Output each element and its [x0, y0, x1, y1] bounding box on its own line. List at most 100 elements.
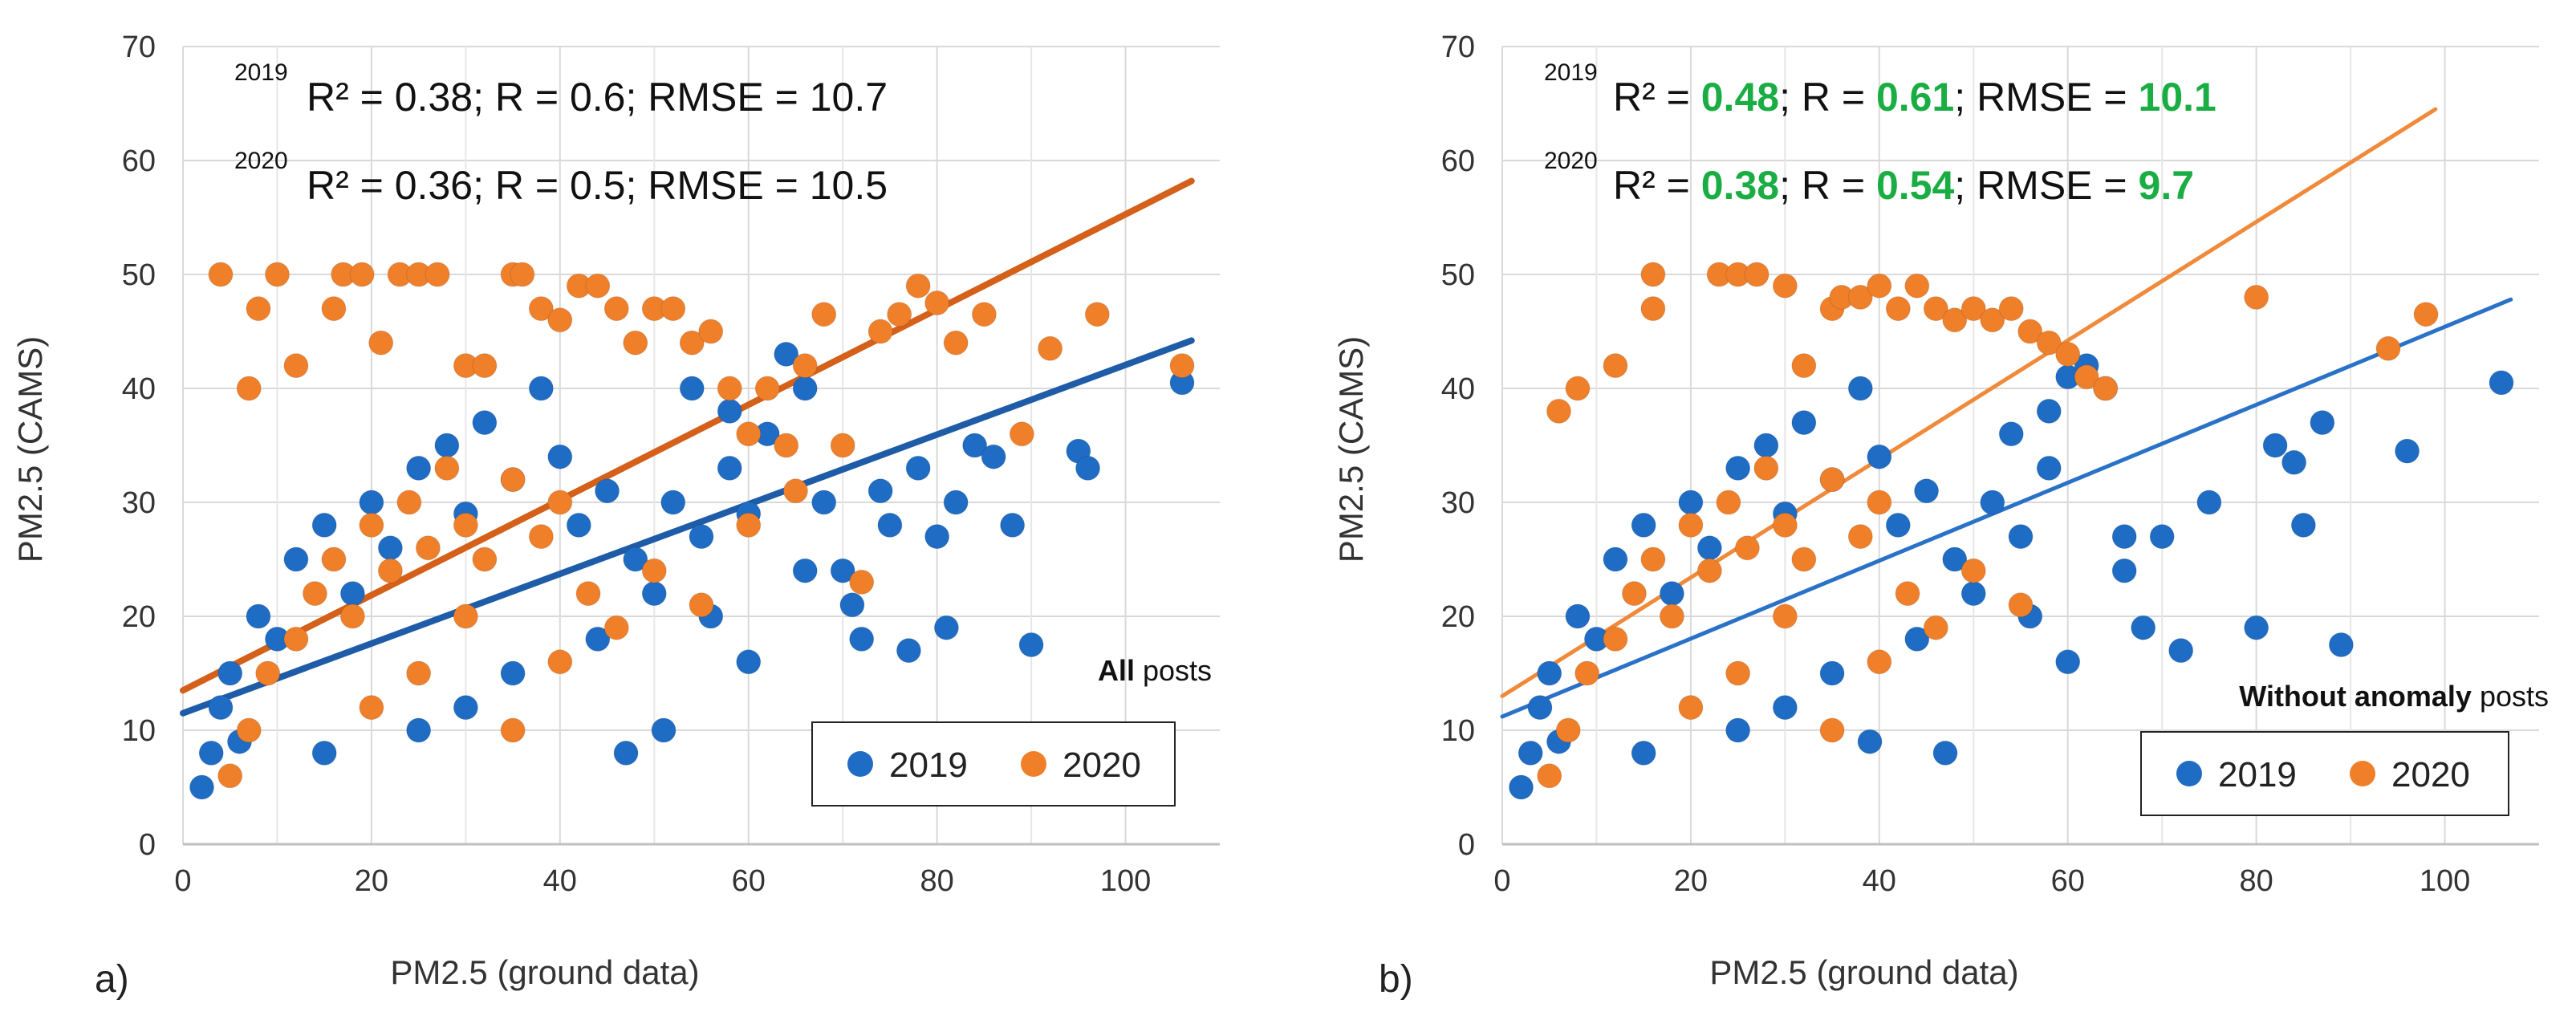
panel-b-point-2019	[2131, 615, 2156, 640]
panel-a-point-2020	[689, 592, 714, 618]
panel-a-point-2020	[339, 603, 365, 629]
panel-b-point-2019	[1725, 455, 1751, 481]
panel-a-point-2019	[660, 490, 686, 515]
panel-b-y-ticks: 0 10 20 30 40 50 60 70	[1441, 30, 1475, 862]
panel-b-point-2020	[1696, 558, 1722, 583]
panel-b-point-2020	[1678, 695, 1704, 721]
panel-a-point-2020	[660, 296, 686, 322]
panel-a-point-2019	[528, 376, 554, 401]
panel-b-point-2020	[2008, 592, 2034, 618]
panel-a-point-2019	[896, 638, 921, 664]
panel-b-point-2020	[1621, 581, 1647, 607]
panel-b-point-2019	[1980, 490, 2005, 515]
panel-b-point-2020	[1546, 398, 1571, 424]
panel-a-point-2019	[311, 512, 337, 538]
panel-a-point-2019	[623, 546, 648, 572]
panel-a-trendline-2019	[180, 337, 1195, 717]
panel-a-point-2020	[283, 353, 309, 379]
panel-b-point-2020	[1980, 307, 2005, 333]
panel-a-y-tick-label: 40	[122, 372, 156, 406]
panel-a-annotation: All posts	[1098, 654, 1212, 687]
panel-b-point-2020	[1885, 296, 1911, 322]
panel-b-point-2019	[2489, 370, 2514, 396]
panel-a-point-2019	[717, 398, 742, 424]
highlight-value: 0.48	[1701, 75, 1779, 120]
panel-a-point-2020	[217, 763, 243, 789]
panel-b-legend-2020-label: 2020	[2391, 755, 2470, 794]
panel-a-point-2020	[698, 319, 724, 344]
panel-a-point-2020	[943, 330, 969, 356]
panel-a-point-2020	[349, 262, 375, 287]
panel-a-point-2020	[500, 467, 526, 493]
panel-a-point-2019	[472, 410, 498, 436]
panel-a-point-2020	[528, 296, 554, 322]
panel-a-point-2020	[434, 455, 460, 481]
panel-b-x-tick-label: 60	[2051, 864, 2085, 898]
panel-a-y-tick-label: 30	[122, 486, 156, 520]
panel-b-stats-2019-text: R² = 0.48; R = 0.61; RMSE = 10.1	[1613, 75, 2216, 120]
panel-b-point-2020	[1603, 353, 1628, 379]
panel-b-point-2019	[2244, 615, 2269, 640]
highlight-value: 10.1	[2139, 75, 2216, 120]
panel-b-point-2020	[1603, 626, 1628, 652]
panel-a-point-2020	[236, 717, 262, 743]
panel-a-point-2020	[1038, 335, 1063, 361]
panel-b-point-2020	[1574, 660, 1600, 686]
panel-b-point-2019	[2036, 398, 2062, 424]
panel-a-point-2020	[396, 490, 422, 515]
panel-a-legend-2019-label: 2019	[889, 746, 968, 785]
panel-b-point-2019	[2008, 524, 2034, 550]
panel-b-point-2019	[1725, 717, 1751, 743]
panel-a-stats-2020-year: 2020	[234, 148, 288, 174]
panel-a-point-2019	[1000, 512, 1026, 538]
panel-a-point-2020	[425, 262, 450, 287]
panel-b-point-2019	[1696, 535, 1722, 561]
panel-a-point-2019	[1075, 455, 1101, 481]
panel-a-y-tick-label: 60	[122, 144, 156, 178]
panel-b-point-2019	[2055, 649, 2081, 675]
panel-a-point-2020	[1009, 421, 1034, 447]
panel-a: 0 20 40 60 80 100 0 10 20 30 40 50 60 70 PM2.5 (grou…	[11, 30, 1220, 1001]
panel-b-point-2020	[2017, 319, 2043, 344]
panel-a-point-2019	[924, 524, 950, 550]
panel-a-point-2020	[547, 307, 573, 333]
panel-a-point-2019	[595, 478, 620, 504]
panel-a-point-2020	[782, 478, 808, 504]
panel-b-point-2020	[1772, 512, 1798, 538]
rmse-label: ; RMSE =	[625, 75, 809, 120]
panel-b-tag: b)	[1379, 958, 1413, 1001]
panel-b-point-2019	[2281, 449, 2307, 475]
panel-b-y-tick-label: 50	[1441, 258, 1475, 292]
panel-a-point-2020	[283, 626, 309, 652]
r2-label: R² =	[307, 163, 395, 208]
panel-a-point-2019	[377, 535, 403, 561]
panel-b-point-2019	[1603, 546, 1628, 572]
panel-b-point-2019	[1885, 512, 1911, 538]
panel-a-legend: 2019 2020	[811, 721, 1176, 807]
panel-a-point-2019	[867, 478, 893, 504]
panel-a-point-2020	[255, 660, 281, 686]
panel-b-point-2019	[2111, 558, 2137, 583]
panel-a-legend-2020-label: 2020	[1062, 746, 1141, 785]
panel-a-point-2019	[717, 455, 742, 481]
panel-a-x-tick-label: 100	[1100, 864, 1151, 898]
panel-b-point-2020	[1565, 376, 1591, 401]
panel-a-tag: a)	[95, 958, 129, 1001]
r-label: ; R =	[473, 163, 570, 208]
panel-b-point-2020	[2413, 302, 2439, 327]
panel-b-point-2020	[1678, 512, 1704, 538]
panel-b-point-2019	[1791, 410, 1817, 436]
panel-b-point-2019	[1508, 774, 1534, 800]
panel-b-point-2020	[1904, 273, 1930, 299]
panel-b-point-2019	[1960, 581, 1986, 607]
panel-a-point-2019	[933, 615, 959, 640]
panel-a-point-2019	[830, 558, 855, 583]
panel-a-point-2020	[623, 330, 648, 356]
panel-a-point-2020	[641, 558, 667, 583]
panel-b-point-2019	[2036, 455, 2062, 481]
panel-b-point-2020	[1819, 467, 1845, 493]
panel-a-point-2019	[679, 376, 705, 401]
panel-a-x-tick-label: 60	[732, 864, 766, 898]
panel-a-point-2019	[198, 740, 224, 766]
